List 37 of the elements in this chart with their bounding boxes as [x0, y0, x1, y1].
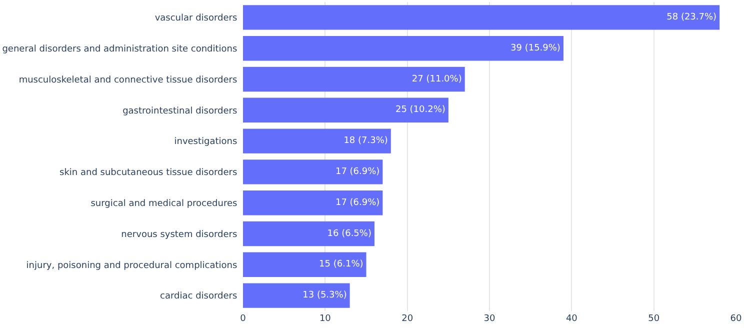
- y-tick-label: cardiac disorders: [160, 292, 238, 302]
- data-label: 58 (23.7%): [666, 12, 717, 22]
- bar: [243, 283, 350, 308]
- data-label: 17 (6.9%): [335, 198, 380, 208]
- x-tick-label: 0: [240, 314, 246, 324]
- y-tick-label: skin and subcutaneous tissue disorders: [60, 168, 238, 178]
- data-label: 16 (6.5%): [327, 228, 372, 239]
- data-label: 15 (6.1%): [319, 260, 364, 270]
- x-tick-label: 20: [402, 314, 414, 324]
- x-tick-label: 50: [648, 314, 660, 324]
- y-tick-label: surgical and medical procedures: [90, 199, 238, 209]
- y-tick-label: investigations: [174, 137, 238, 148]
- y-tick-label: nervous system disorders: [121, 230, 238, 240]
- bar: [243, 128, 391, 154]
- data-label: 25 (10.2%): [395, 105, 446, 116]
- bar: [243, 190, 383, 216]
- bar: [243, 5, 720, 30]
- y-tick-label: vascular disorders: [154, 14, 238, 24]
- data-label: 17 (6.9%): [335, 166, 380, 177]
- data-label: 13 (5.3%): [302, 290, 347, 301]
- bar: [243, 252, 366, 278]
- data-label: 39 (15.9%): [510, 43, 560, 54]
- y-tick-label: musculoskeletal and connective tissue disorders: [18, 75, 238, 86]
- x-tick-label: 10: [319, 314, 332, 324]
- x-tick-label: 30: [484, 314, 496, 324]
- bar: [243, 98, 448, 123]
- x-tick-label: 60: [730, 314, 742, 324]
- y-tick-label: gastrointestinal disorders: [122, 106, 238, 116]
- bar: [243, 160, 383, 184]
- bar: [243, 221, 374, 246]
- y-tick-label: injury, poisoning and procedural complications: [26, 260, 238, 271]
- x-tick-label: 40: [566, 314, 578, 324]
- data-label: 27 (11.0%): [412, 74, 462, 84]
- bar: [243, 66, 465, 92]
- data-label: 18 (7.3%): [344, 136, 388, 146]
- bar: [243, 36, 564, 61]
- y-tick-label: general disorders and administration site conditions: [2, 44, 238, 54]
